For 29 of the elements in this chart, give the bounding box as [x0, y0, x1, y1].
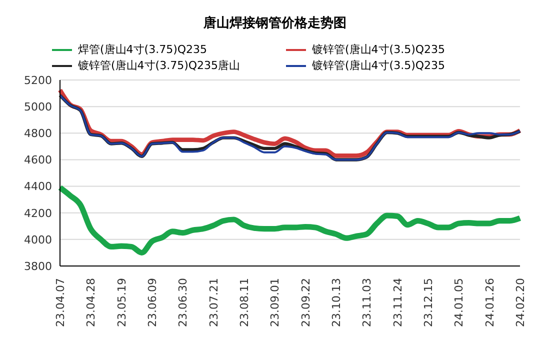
x-tick-label: 23.12.15 — [422, 278, 435, 327]
x-tick-label: 23.06.09 — [146, 278, 159, 327]
x-tick-label: 23.09.22 — [299, 278, 312, 327]
legend-label: 镀锌管(唐山4寸(3.5)Q235 — [312, 42, 446, 57]
y-tick-label: 3800 — [24, 260, 52, 273]
x-tick-label: 23.06.30 — [176, 278, 190, 327]
x-tick-label: 23.05.19 — [115, 278, 128, 327]
y-tick-label: 4600 — [24, 154, 52, 167]
x-tick-label: 24.01.05 — [452, 278, 466, 327]
x-tick-label: 23.11.03 — [360, 278, 374, 327]
x-tick-label: 24.01.26 — [483, 278, 496, 327]
legend-label: 镀锌管(唐山4寸(3.75)Q235唐山 — [78, 58, 240, 73]
y-tick-label: 5000 — [24, 100, 52, 114]
y-tick-label: 4000 — [24, 233, 52, 246]
legend-label: 焊管(唐山4寸(3.75)Q235 — [78, 42, 208, 57]
x-tick-label: 23.08.11 — [238, 278, 251, 327]
y-tick-label: 4200 — [24, 206, 52, 220]
x-tick-label: 23.09.01 — [268, 278, 282, 327]
x-tick-label: 23.11.24 — [391, 278, 404, 327]
x-tick-label: 24.02.20 — [514, 278, 527, 327]
legend-label: 镀锌管(唐山4寸(3.5)Q235 — [312, 58, 446, 73]
x-tick-label: 23.04.28 — [84, 278, 98, 327]
x-tick-label: 23.04.07 — [54, 278, 67, 327]
y-tick-label: 5200 — [24, 74, 52, 87]
y-tick-label: 4800 — [24, 127, 52, 140]
x-tick-label: 23.07.21 — [207, 278, 220, 327]
chart-title: 唐山焊接钢管价格走势图 — [202, 14, 348, 33]
x-tick-label: 23.10.13 — [330, 278, 343, 327]
y-tick-label: 4400 — [24, 180, 52, 194]
